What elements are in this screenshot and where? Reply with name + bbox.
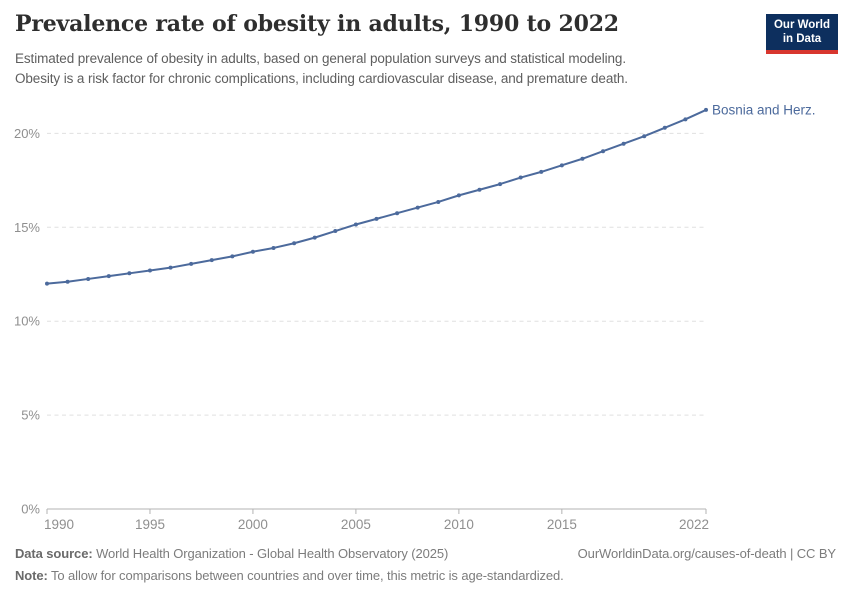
data-point [415, 205, 420, 210]
data-point [230, 254, 235, 259]
subtitle-line-2: Obesity is a risk factor for chronic com… [15, 70, 628, 86]
data-point [580, 156, 585, 161]
data-point [477, 187, 482, 192]
note-text: To allow for comparisons between countri… [47, 568, 564, 583]
x-tick-label: 2010 [444, 517, 474, 532]
origin-url-link[interactable]: OurWorldinData.org/causes-of-death | CC … [577, 546, 836, 561]
note: Note: To allow for comparisons between c… [15, 568, 564, 583]
data-point [333, 229, 338, 234]
series-label: Bosnia and Herz. [712, 102, 816, 117]
y-tick-label: 20% [14, 126, 40, 141]
note-label: Note: [15, 568, 48, 583]
data-point [374, 216, 379, 221]
data-point [65, 279, 70, 284]
data-point [45, 281, 49, 286]
data-point [395, 211, 400, 216]
data-point [683, 117, 688, 122]
data-source: Data source: World Health Organization -… [15, 546, 448, 561]
x-tick-label: 1995 [135, 517, 165, 532]
data-point [353, 222, 358, 227]
data-point [436, 199, 441, 204]
y-tick-label: 15% [14, 220, 40, 235]
x-tick-label: 2005 [341, 517, 371, 532]
x-tick-label: 2000 [238, 517, 268, 532]
line-chart: 0% 5% 10% 15% 20% 1990 1995 2000 2005 2010 2015 202… [14, 102, 816, 532]
data-source-text: World Health Organization - Global Healt… [92, 546, 449, 561]
x-tick-label: 1990 [44, 517, 74, 532]
chart-footer: Data source: World Health Organization -… [15, 546, 836, 583]
subtitle-line-1: Estimated prevalence of obesity in adult… [15, 51, 626, 66]
data-point [642, 134, 647, 139]
data-point [601, 149, 606, 154]
data-point [292, 241, 297, 246]
data-point [250, 249, 255, 254]
trend-line [46, 108, 707, 285]
y-tick-label: 5% [21, 408, 40, 423]
data-point [312, 235, 317, 240]
y-tick-label: 10% [14, 314, 40, 329]
owid-logo: Our World in Data [766, 14, 838, 54]
data-point [86, 276, 91, 281]
data-point [498, 182, 503, 187]
data-point [662, 125, 667, 130]
data-point [209, 258, 214, 263]
data-point [539, 169, 544, 174]
data-point [518, 175, 523, 180]
chart-subtitle: Estimated prevalence of obesity in adult… [15, 49, 735, 88]
data-point [456, 193, 461, 198]
data-point [168, 265, 173, 270]
x-tick-label: 2022 [679, 517, 709, 532]
data-point [559, 163, 564, 168]
data-point [271, 245, 276, 250]
data-point [127, 271, 132, 276]
page-title: Prevalence rate of obesity in adults, 19… [15, 11, 619, 37]
data-source-label: Data source: [15, 546, 93, 561]
x-tick-label: 2015 [547, 517, 577, 532]
data-point [147, 268, 152, 273]
owid-logo-line2: in Data [782, 32, 822, 45]
owid-logo-line1: Our World [773, 19, 830, 31]
data-point [621, 141, 626, 146]
data-point [189, 261, 194, 266]
data-point [704, 107, 708, 112]
y-tick-label: 0% [21, 502, 40, 517]
data-point [106, 274, 111, 279]
